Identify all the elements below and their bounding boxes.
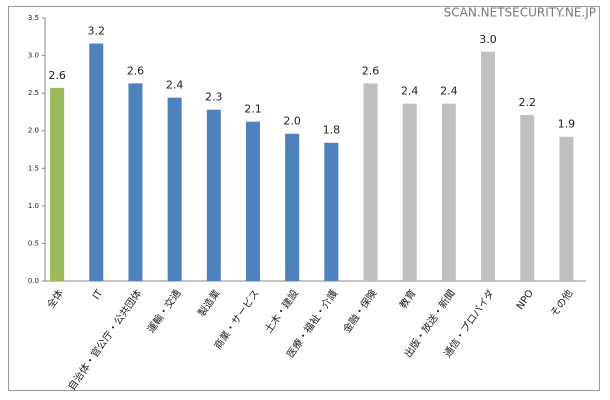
- y-tick-label: 0.5: [28, 239, 39, 247]
- bar: [363, 83, 378, 281]
- value-label: 2.3: [205, 91, 223, 104]
- bar: [245, 121, 260, 281]
- value-label: 3.2: [88, 25, 106, 38]
- bar: [206, 109, 221, 281]
- value-label: 2.6: [362, 64, 380, 77]
- value-label: 2.4: [401, 85, 419, 98]
- chart-frame: [8, 6, 600, 391]
- bar: [559, 136, 574, 281]
- bar: [89, 43, 104, 282]
- bar: [167, 97, 182, 281]
- bar: [285, 133, 300, 281]
- y-tick-label: 2.5: [28, 89, 39, 97]
- y-tick-label: 1.0: [28, 202, 39, 210]
- watermark: SCAN.NETSECURITY.NE.JP: [444, 6, 596, 20]
- value-label: 2.4: [166, 79, 184, 92]
- bar: [441, 103, 456, 281]
- y-tick-label: 1.5: [28, 164, 39, 172]
- value-label: 1.9: [558, 118, 576, 131]
- value-label: 2.2: [518, 96, 536, 109]
- y-tick-label: 2.0: [28, 127, 39, 135]
- value-label: 2.0: [283, 115, 301, 128]
- y-tick-label: 3.5: [28, 14, 39, 22]
- value-label: 3.0: [479, 33, 497, 46]
- value-label: 2.6: [48, 69, 66, 82]
- value-label: 2.4: [440, 85, 458, 98]
- bar: [50, 87, 65, 281]
- value-label: 2.1: [244, 103, 262, 116]
- bar: [128, 83, 143, 281]
- bar: [324, 142, 339, 281]
- value-label: 1.8: [323, 124, 341, 137]
- value-label: 2.6: [127, 64, 145, 77]
- bar: [402, 103, 417, 281]
- y-tick-label: 0.0: [28, 277, 39, 285]
- y-tick-label: 3.0: [28, 52, 39, 60]
- bar: [481, 51, 496, 281]
- bar: [520, 114, 535, 281]
